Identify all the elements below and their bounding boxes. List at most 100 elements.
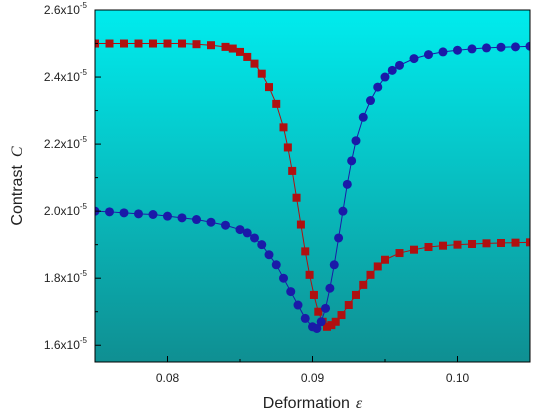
- data-point-square: [288, 166, 297, 175]
- data-point-circle: [300, 313, 310, 323]
- data-point-square: [305, 270, 314, 279]
- data-point-circle: [316, 317, 326, 327]
- x-tick-label: 0.08: [156, 371, 180, 385]
- data-point-circle: [453, 45, 462, 55]
- data-point-square: [296, 220, 305, 229]
- data-point-square: [468, 239, 476, 248]
- data-point-circle: [525, 41, 530, 51]
- data-point-circle: [105, 207, 114, 217]
- data-point-square: [301, 247, 310, 256]
- data-point-square: [395, 249, 404, 258]
- data-point-square: [410, 245, 418, 254]
- data-point-circle: [321, 303, 331, 313]
- data-point-circle: [351, 136, 361, 146]
- data-point-square: [337, 311, 346, 320]
- data-point-square: [497, 238, 505, 247]
- y-tick-label: 1.8x10-5: [44, 269, 88, 285]
- data-point-circle: [192, 215, 201, 225]
- y-tick-label: 2.6x10-5: [44, 1, 88, 17]
- data-point-circle: [358, 112, 368, 122]
- data-point-circle: [334, 233, 344, 243]
- data-point-square: [120, 39, 128, 48]
- data-point-circle: [206, 217, 216, 227]
- data-point-square: [482, 239, 491, 248]
- data-point-circle: [177, 213, 187, 223]
- data-point-circle: [380, 72, 390, 82]
- data-point-square: [439, 241, 447, 250]
- data-point-circle: [482, 43, 491, 53]
- data-point-square: [352, 290, 360, 299]
- data-point-square: [366, 270, 375, 279]
- data-point-square: [359, 280, 368, 289]
- data-point-circle: [286, 287, 296, 297]
- data-point-circle: [496, 42, 506, 52]
- data-point-square: [309, 290, 318, 299]
- data-point-square: [424, 243, 433, 252]
- data-point-square: [292, 193, 301, 202]
- data-point-circle: [373, 82, 383, 92]
- x-tick-label: 0.10: [446, 371, 470, 385]
- data-point-square: [381, 255, 389, 264]
- data-point-circle: [338, 206, 348, 216]
- data-point-square: [331, 317, 340, 326]
- data-point-circle: [163, 211, 172, 221]
- data-point-square: [323, 322, 331, 331]
- data-point-square: [526, 238, 530, 247]
- x-axis-label: Deformation ε: [263, 395, 363, 412]
- data-point-circle: [119, 208, 129, 218]
- data-point-circle: [148, 209, 158, 219]
- series-line-2: [95, 45, 530, 330]
- data-point-square: [453, 240, 462, 249]
- data-point-circle: [347, 156, 357, 166]
- data-point-circle: [325, 283, 335, 293]
- data-point-square: [265, 83, 273, 92]
- data-point-square: [105, 39, 114, 48]
- data-point-circle: [387, 65, 397, 75]
- data-point-circle: [257, 240, 267, 250]
- data-point-square: [314, 307, 323, 316]
- data-point-square: [250, 59, 259, 68]
- y-tick-label: 2.4x10-5: [44, 68, 88, 84]
- data-point-square: [163, 39, 172, 48]
- y-axis-label: ContrastC: [9, 146, 26, 225]
- data-point-circle: [395, 60, 404, 70]
- data-point-circle: [134, 209, 143, 219]
- y-tick-label: 2.0x10-5: [44, 202, 88, 218]
- data-point-circle: [342, 179, 352, 189]
- data-point-circle: [235, 225, 245, 235]
- data-point-square: [279, 123, 288, 132]
- data-point-circle: [409, 54, 419, 64]
- data-point-square: [134, 39, 143, 48]
- data-point-square: [272, 99, 281, 108]
- data-point-square: [243, 52, 252, 61]
- x-tick-label: 0.09: [301, 371, 325, 385]
- data-point-square: [207, 41, 215, 50]
- data-point-square: [236, 47, 244, 56]
- data-point-square: [221, 42, 230, 51]
- data-point-circle: [271, 260, 281, 270]
- data-point-circle: [366, 96, 375, 106]
- data-point-square: [178, 39, 186, 48]
- data-point-circle: [312, 323, 322, 333]
- data-point-square: [228, 44, 237, 53]
- data-point-circle: [424, 50, 433, 60]
- data-point-square: [149, 39, 157, 48]
- data-point-square: [283, 143, 292, 152]
- data-point-square: [257, 69, 266, 78]
- data-point-circle: [438, 47, 448, 57]
- y-tick-label: 2.2x10-5: [44, 135, 88, 151]
- y-tick-label: 1.6x10-5: [44, 336, 88, 352]
- data-point-circle: [250, 233, 259, 243]
- data-point-square: [327, 321, 336, 330]
- data-point-circle: [329, 260, 339, 270]
- data-point-circle: [279, 273, 288, 283]
- data-point-circle: [293, 300, 303, 310]
- data-point-square: [511, 238, 520, 247]
- data-point-circle: [467, 44, 477, 54]
- data-point-square: [192, 40, 201, 49]
- plot-background: [95, 10, 530, 362]
- data-point-square: [373, 262, 382, 271]
- data-point-circle: [242, 228, 252, 238]
- data-point-circle: [511, 42, 520, 52]
